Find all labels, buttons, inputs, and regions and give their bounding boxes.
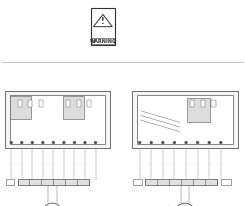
- Circle shape: [43, 203, 61, 206]
- Bar: [145, 179, 217, 185]
- Bar: [5, 91, 110, 148]
- Circle shape: [208, 142, 210, 143]
- Bar: [6, 179, 14, 185]
- Circle shape: [139, 142, 141, 143]
- Circle shape: [31, 142, 33, 143]
- Bar: [10, 95, 105, 144]
- Bar: [92, 38, 114, 44]
- Circle shape: [42, 142, 44, 143]
- Text: !: !: [101, 18, 105, 26]
- Bar: [28, 100, 32, 107]
- Circle shape: [162, 142, 164, 143]
- Circle shape: [21, 142, 23, 143]
- Circle shape: [173, 142, 175, 143]
- Polygon shape: [93, 14, 112, 27]
- Circle shape: [150, 142, 152, 143]
- Bar: [137, 95, 233, 144]
- Bar: [133, 179, 142, 185]
- Bar: [132, 91, 238, 148]
- Bar: [10, 96, 31, 119]
- Bar: [76, 100, 81, 107]
- Bar: [39, 100, 43, 107]
- Circle shape: [95, 142, 97, 143]
- Circle shape: [74, 142, 75, 143]
- Bar: [221, 179, 231, 185]
- Bar: [187, 98, 210, 122]
- Bar: [63, 96, 84, 119]
- Bar: [18, 179, 89, 185]
- Circle shape: [176, 203, 194, 206]
- Bar: [201, 100, 205, 107]
- Text: WARNING: WARNING: [89, 39, 116, 44]
- Bar: [91, 8, 115, 45]
- Circle shape: [10, 142, 12, 143]
- Circle shape: [185, 142, 187, 143]
- Bar: [87, 100, 91, 107]
- Bar: [211, 100, 216, 107]
- Circle shape: [52, 142, 54, 143]
- Bar: [18, 100, 22, 107]
- Bar: [66, 100, 70, 107]
- Bar: [190, 100, 195, 107]
- Circle shape: [84, 142, 86, 143]
- Circle shape: [63, 142, 65, 143]
- Circle shape: [220, 142, 222, 143]
- Circle shape: [197, 142, 199, 143]
